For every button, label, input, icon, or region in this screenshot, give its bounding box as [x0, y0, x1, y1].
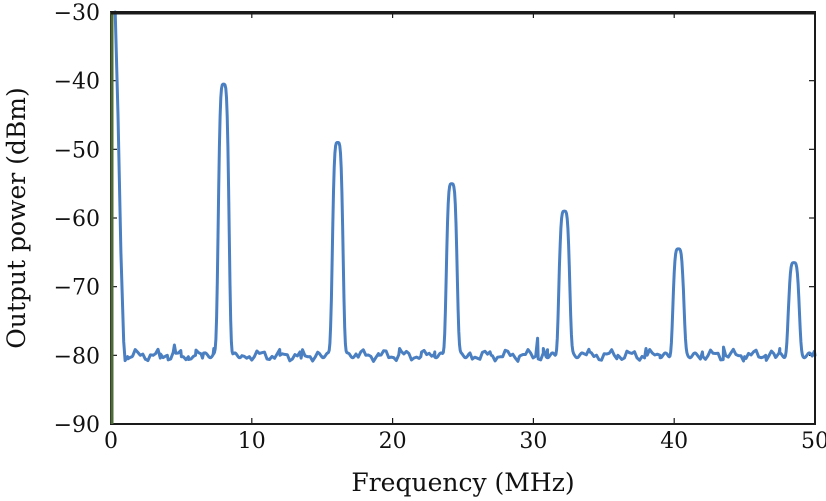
x-tick-label: 0 — [104, 429, 118, 454]
y-tick-label: −40 — [54, 70, 100, 95]
y-axis-label: Output power (dBm) — [2, 87, 31, 348]
plot-area — [111, 12, 815, 424]
series-line — [113, 10, 817, 363]
tick-labels: 0 10 20 30 40 50 −90 −80 −70 −60 −50 −40 −30 — [54, 1, 826, 454]
x-tick-label: 40 — [660, 429, 688, 454]
x-axis-label: Frequency (MHz) — [351, 468, 574, 497]
x-tick-label: 20 — [379, 429, 407, 454]
x-tick-label: 30 — [519, 429, 547, 454]
x-tick-label: 50 — [801, 429, 826, 454]
x-tick-label: 10 — [238, 429, 266, 454]
y-tick-label: −80 — [54, 344, 100, 369]
y-tick-label: −90 — [54, 413, 100, 438]
y-tick-label: −30 — [54, 1, 100, 26]
y-tick-label: −50 — [54, 138, 100, 163]
y-tick-label: −70 — [54, 276, 100, 301]
y-tick-label: −60 — [54, 207, 100, 232]
